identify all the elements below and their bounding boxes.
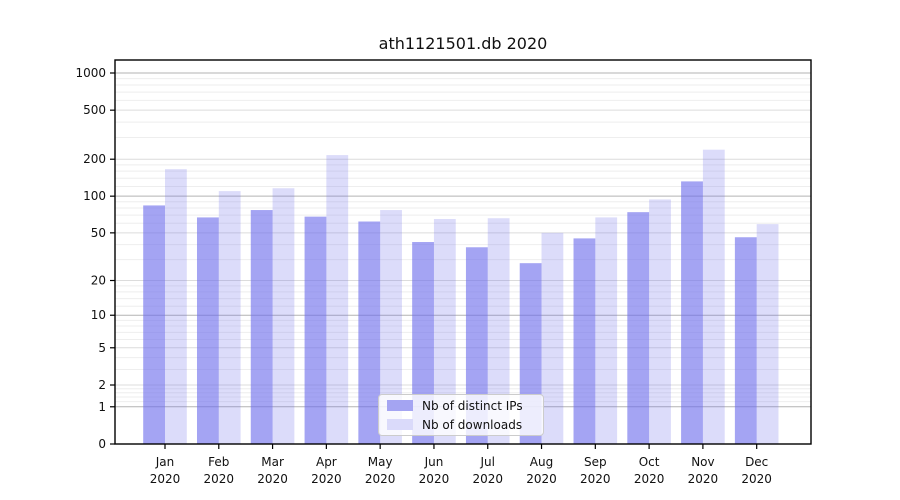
- bar-downloads-nov: [702, 149, 725, 444]
- bar-distinct-ips-sep: [573, 238, 596, 444]
- x-tick-label-oct: Oct 2020: [634, 455, 665, 486]
- x-tick-label-jun: Jun 2020: [419, 455, 450, 486]
- x-tick-label-dec: Dec 2020: [741, 455, 772, 486]
- bar-downloads-oct: [649, 199, 671, 444]
- bar-downloads-mar: [272, 188, 295, 444]
- y-tick-label-1: 1: [98, 400, 106, 414]
- bar-distinct-ips-jan: [143, 205, 165, 444]
- bar-distinct-ips-nov: [681, 181, 703, 444]
- y-tick-label-10: 10: [91, 308, 106, 322]
- y-tick-label-20: 20: [91, 274, 106, 288]
- y-tick-label-5: 5: [98, 341, 106, 355]
- bar-distinct-ips-feb: [196, 217, 219, 444]
- bar-distinct-ips-oct: [627, 212, 650, 444]
- bar-distinct-ips-apr: [304, 216, 327, 444]
- bar-downloads-may: [380, 210, 402, 444]
- bar-distinct-ips-may: [358, 221, 381, 444]
- chart-title: ath1121501.db 2020: [378, 34, 548, 53]
- x-tick-label-apr: Apr 2020: [311, 455, 342, 486]
- bar-distinct-ips-dec: [734, 237, 757, 444]
- x-tick-label-jul: Jul 2020: [472, 455, 503, 486]
- x-tick-label-may: May 2020: [365, 455, 396, 486]
- bar-downloads-jul: [487, 218, 510, 444]
- legend-item-distinct-ips: Nb of distinct IPs: [387, 398, 543, 413]
- bar-distinct-ips-jun: [412, 242, 434, 444]
- bar-downloads-sep: [595, 217, 618, 444]
- bar-distinct-ips-mar: [250, 210, 273, 444]
- plot-border: [114, 59, 812, 445]
- legend-label-downloads: Nb of downloads: [422, 417, 523, 432]
- bar-downloads-jun: [433, 219, 456, 444]
- bar-downloads-jan: [165, 169, 187, 444]
- legend-swatch-distinct-ips: [387, 400, 413, 411]
- legend: Nb of distinct IPs Nb of downloads: [378, 394, 544, 436]
- x-tick-label-feb: Feb 2020: [204, 455, 235, 486]
- x-tick-label-sep: Sep 2020: [580, 455, 611, 486]
- y-tick-label-2: 2: [98, 378, 106, 392]
- bar-downloads-dec: [756, 224, 779, 444]
- bar-downloads-aug: [541, 232, 564, 444]
- legend-label-distinct-ips: Nb of distinct IPs: [422, 398, 523, 413]
- y-tick-label-100: 100: [83, 189, 106, 203]
- y-tick-label-50: 50: [91, 226, 106, 240]
- bar-downloads-apr: [326, 155, 349, 444]
- bar-downloads-feb: [218, 191, 241, 444]
- legend-swatch-downloads: [387, 419, 413, 430]
- x-tick-label-aug: Aug 2020: [526, 455, 557, 486]
- legend-item-downloads: Nb of downloads: [387, 417, 543, 432]
- x-tick-label-nov: Nov 2020: [688, 455, 719, 486]
- y-tick-label-200: 200: [83, 152, 106, 166]
- x-tick-label-jan: Jan 2020: [150, 455, 181, 486]
- y-tick-label-500: 500: [83, 103, 106, 117]
- y-tick-label-0: 0: [98, 437, 106, 451]
- y-tick-label-1000: 1000: [75, 66, 106, 80]
- x-tick-label-mar: Mar 2020: [257, 455, 288, 486]
